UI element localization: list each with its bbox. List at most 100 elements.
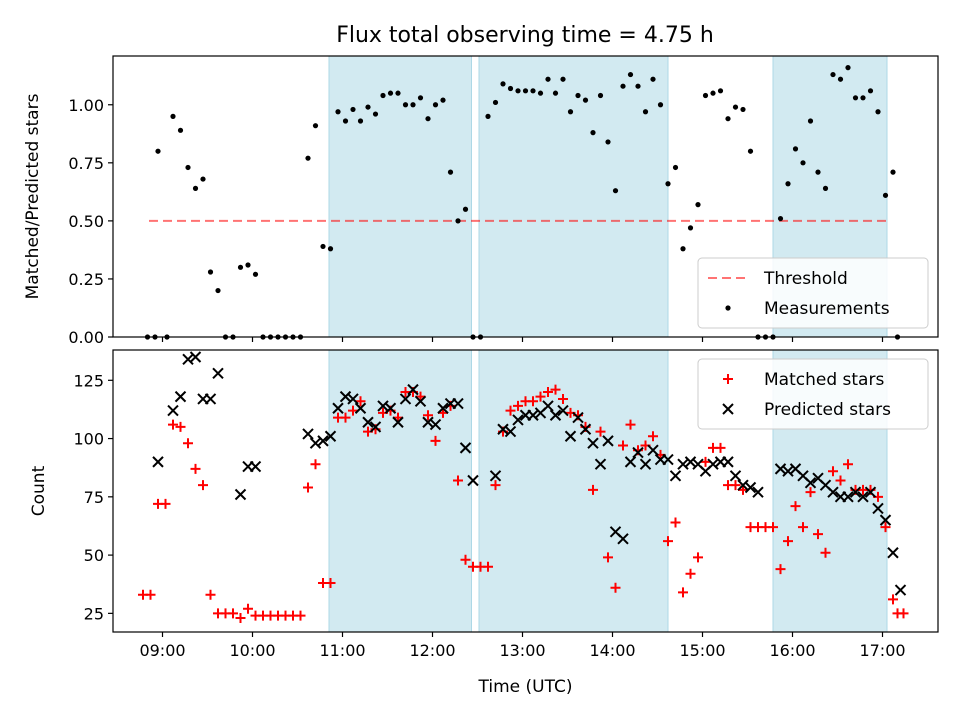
measurement-point [575, 92, 581, 99]
predicted-star-point [647, 444, 659, 456]
predicted-star-point [317, 435, 329, 447]
predicted-star-point [392, 416, 404, 428]
predicted-star-point [669, 470, 682, 482]
measurement-point [612, 188, 619, 194]
predicted-star-point [872, 502, 884, 515]
predicted-star-point [729, 470, 742, 482]
matched-star-point [820, 547, 831, 558]
axes-frame [112, 55, 939, 338]
predicted-star-point [167, 404, 179, 417]
x-tick-label: 15:00 [679, 641, 725, 660]
x-tick-label: 16:00 [769, 641, 815, 660]
measurement-point [372, 111, 379, 117]
matched-star-point [595, 426, 606, 437]
matched-star-point [700, 456, 711, 467]
y-tick-label: 0.50 [68, 212, 104, 231]
legend-predicted-swatch [722, 403, 734, 415]
legend-label: Measurements [764, 299, 890, 319]
predicted-star-point [774, 463, 787, 475]
matched-star-point [505, 405, 516, 416]
predicted-star-point [234, 488, 247, 501]
matched-star-point [243, 603, 253, 614]
matched-star-point [175, 421, 186, 432]
legend: Threshold Measurements [697, 257, 929, 329]
predicted-star-point [369, 421, 382, 433]
matched-star-point [295, 610, 306, 621]
measurement-point [252, 271, 259, 277]
matched-star-point [685, 568, 696, 579]
matched-star-point [528, 396, 538, 407]
measurement-point [530, 88, 536, 94]
predicted-star-point [189, 351, 202, 363]
measurement-point [432, 102, 439, 108]
measurement-point [860, 95, 866, 101]
chart-title: Flux total observing time = 4.75 h [336, 23, 714, 48]
predicted-star-point [887, 547, 899, 559]
observing-window-shade [478, 55, 669, 338]
matched-star-point [888, 594, 898, 605]
measurement-point [642, 109, 649, 115]
matched-star-point [430, 435, 441, 446]
measurement-point [245, 262, 251, 268]
measurement-point [237, 264, 244, 270]
predicted-star-point [737, 479, 749, 491]
matched-star-point [145, 589, 156, 600]
x-axis-label: Time (UTC) [478, 677, 573, 697]
matched-star-point [610, 582, 621, 593]
measurement-point [545, 76, 551, 82]
predicted-star-point [857, 491, 869, 503]
matched-star-point [693, 552, 703, 563]
predicted-star-point [594, 458, 607, 470]
predicted-star-point [182, 353, 194, 366]
matched-star-point [828, 466, 838, 477]
predicted-star-point [497, 423, 509, 435]
measurement-point [620, 83, 626, 89]
matched-star-point [460, 554, 471, 565]
predicted-star-point [632, 446, 644, 459]
measurement-point [365, 104, 371, 110]
matched-star-point [558, 393, 568, 404]
matched-star-point [513, 400, 523, 411]
matched-star-point [663, 536, 673, 547]
y-tick-label: 100 [73, 430, 104, 449]
measurement-point [837, 76, 844, 82]
measurement-point [200, 176, 206, 182]
predicted-star-point [557, 404, 569, 417]
ratio-panel: 0.00 0.25 0.50 0.75 1.00 Matched/Predicted st… [23, 55, 939, 347]
legend-box [697, 358, 929, 430]
measurement-point [717, 88, 724, 94]
measurement-point [312, 123, 319, 129]
predicted-star-point [512, 414, 524, 426]
measurement-point [380, 92, 386, 99]
predicted-star-point [422, 416, 434, 428]
measurement-point [687, 225, 694, 231]
predicted-star-point [842, 491, 854, 503]
x-tick-label: 11:00 [319, 641, 365, 660]
predicted-star-point [459, 442, 472, 454]
predicted-star-point [579, 423, 592, 435]
measurement-point [485, 113, 491, 119]
predicted-star-point [437, 402, 449, 414]
measurement-point [395, 90, 401, 96]
measurement-point [350, 106, 356, 113]
y-tick-label: 125 [73, 371, 104, 390]
measurement-point [777, 215, 784, 222]
measurement-point [492, 99, 499, 106]
measurement-point [447, 169, 454, 175]
measurement-point [732, 104, 739, 110]
matched-star-point [160, 498, 171, 509]
matched-star-point [483, 561, 493, 572]
measurement-point [747, 148, 754, 154]
matched-star-point [843, 459, 853, 470]
measurement-point [342, 118, 349, 124]
matched-star-point [783, 536, 793, 547]
y-tick-label: 0.25 [68, 270, 104, 289]
matched-star-point [340, 412, 351, 423]
measurement-point [582, 97, 589, 103]
predicted-star-point [549, 409, 562, 421]
measurement-point [890, 169, 896, 175]
measurement-point [792, 146, 799, 152]
matched-star-point [310, 459, 321, 470]
matched-star-point [730, 480, 741, 491]
legend: Matched stars Predicted stars [697, 358, 929, 430]
